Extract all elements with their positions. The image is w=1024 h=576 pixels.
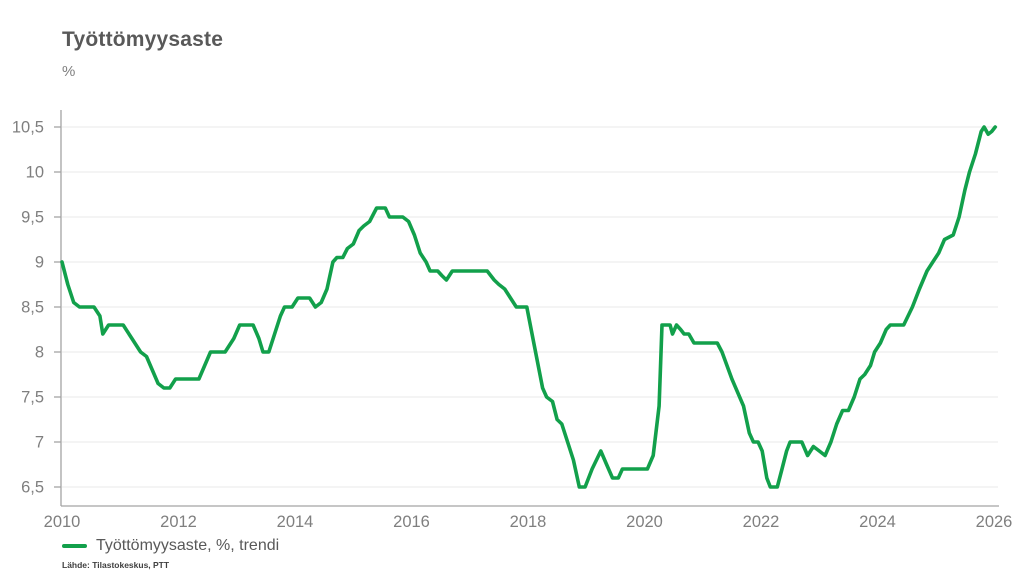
x-tick-label: 2014 [277, 513, 314, 531]
y-tick-label: 10 [26, 164, 44, 182]
y-tick-label: 7 [35, 434, 44, 452]
series-line-trend [60, 125, 998, 489]
x-tick-label: 2016 [393, 513, 430, 531]
x-tick-label: 2010 [44, 513, 81, 531]
legend-line-swatch [62, 544, 87, 548]
x-tick-label: 2024 [859, 513, 896, 531]
y-tick-label: 10,5 [12, 119, 44, 137]
x-tick-label: 2020 [626, 513, 663, 531]
y-tick-label: 7,5 [21, 389, 44, 407]
x-tick-label: 2012 [160, 513, 197, 531]
x-tick-label: 2022 [743, 513, 780, 531]
x-tick-label: 2018 [510, 513, 547, 531]
source-attribution: Lähde: Tilastokeskus, PTT [62, 560, 170, 570]
y-tick-label: 9,5 [21, 209, 44, 227]
legend-series-label: Työttömyysaste, %, trendi [96, 537, 280, 554]
y-tick-label: 9 [35, 254, 44, 272]
y-tick-label: 6,5 [21, 479, 44, 497]
chart-legend: Työttömyysaste, %, trendi [62, 537, 279, 555]
chart-title: Työttömyysaste [62, 28, 224, 51]
y-tick-label: 8 [35, 344, 44, 362]
x-tick-label: 2026 [976, 513, 1013, 531]
y-tick-label: 8,5 [21, 299, 44, 317]
y-axis-unit-label: % [62, 63, 76, 80]
